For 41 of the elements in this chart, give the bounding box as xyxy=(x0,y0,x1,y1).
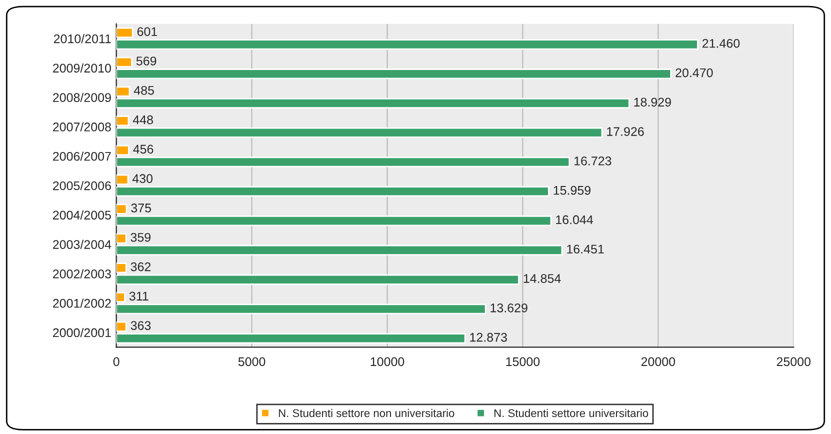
data-label: 20.470 xyxy=(676,68,713,78)
x-tick-label: 5000 xyxy=(238,357,266,366)
y-tick-label: 2009/2010 xyxy=(53,63,111,73)
data-label: 359 xyxy=(130,232,150,242)
y-tick-label: 2002/2003 xyxy=(53,269,111,278)
data-label: 16.044 xyxy=(556,215,594,224)
data-label: 311 xyxy=(129,292,148,301)
data-label: 12.873 xyxy=(470,332,507,342)
data-label: 601 xyxy=(137,27,158,36)
data-label: 21.460 xyxy=(702,38,740,48)
data-label: 13.629 xyxy=(490,303,528,312)
y-tick-label: 2004/2005 xyxy=(53,210,111,220)
data-label: 17.926 xyxy=(607,127,644,136)
y-tick-label: 2010/2011 xyxy=(54,34,111,44)
data-label: 485 xyxy=(134,86,154,95)
y-tick-label: 2000/2001 xyxy=(53,328,111,338)
legend-label: N. Studenti settore non universitario xyxy=(278,408,454,418)
y-tick-label: 2007/2008 xyxy=(53,122,111,132)
y-tick-label: 2006/2007 xyxy=(53,152,111,161)
data-label: 362 xyxy=(130,262,151,272)
x-tick-label: 0 xyxy=(113,357,120,366)
y-tick-label: 2008/2009 xyxy=(53,92,111,102)
data-label: 430 xyxy=(132,174,153,184)
legend-label: N. Studenti settore universitario xyxy=(494,408,648,418)
data-label: 16.723 xyxy=(574,156,612,166)
data-label: 15.959 xyxy=(554,186,590,195)
data-label: 448 xyxy=(132,115,153,124)
x-tick-label: 25000 xyxy=(776,357,810,366)
x-tick-label: 20000 xyxy=(641,357,676,366)
data-label: 363 xyxy=(130,321,151,330)
data-label: 14.854 xyxy=(524,274,561,283)
y-tick-label: 2001/2002 xyxy=(53,298,111,308)
data-label: 375 xyxy=(131,204,151,212)
data-label: 16.451 xyxy=(567,244,604,254)
x-tick-label: 10000 xyxy=(370,357,404,366)
data-label: 18.929 xyxy=(634,98,671,107)
data-label: 569 xyxy=(136,56,156,66)
x-tick-label: 15000 xyxy=(506,357,540,366)
y-tick-label: 2003/2004 xyxy=(53,240,112,249)
y-tick-label: 2005/2006 xyxy=(53,181,111,190)
data-label: 456 xyxy=(133,144,154,154)
